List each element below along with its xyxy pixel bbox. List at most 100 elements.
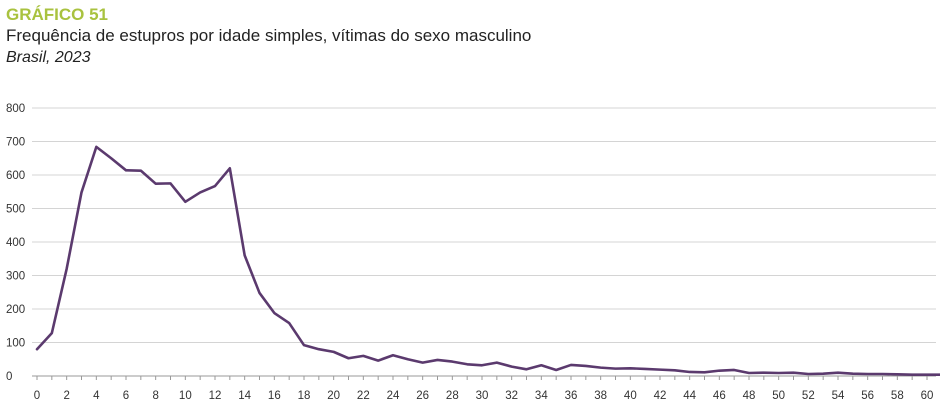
x-tick-label: 48 [743, 390, 756, 402]
data-point [392, 354, 394, 356]
x-tick-label: 2 [63, 390, 69, 402]
data-point [421, 361, 423, 363]
data-point [51, 332, 53, 334]
data-point [540, 364, 542, 366]
data-point [570, 364, 572, 366]
x-tick-label: 6 [123, 390, 129, 402]
data-point [110, 157, 112, 159]
data-point [763, 371, 765, 373]
data-point [703, 371, 705, 373]
data-point [288, 322, 290, 324]
data-point [911, 373, 913, 375]
data-point [837, 371, 839, 373]
data-point [585, 365, 587, 367]
data-point [258, 292, 260, 294]
y-tick-label: 100 [6, 338, 25, 350]
x-tick-label: 50 [772, 390, 785, 402]
y-tick-label: 400 [6, 237, 25, 249]
data-point [140, 169, 142, 171]
x-tick-label: 30 [476, 390, 489, 402]
data-point [214, 185, 216, 187]
data-point [407, 358, 409, 360]
chart-title: Frequência de estupros por idade simples… [6, 26, 532, 45]
data-point [466, 363, 468, 365]
x-tick-label: 8 [152, 390, 158, 402]
data-point [229, 167, 231, 169]
chart-header: GRÁFICO 51 Frequência de estupros por id… [6, 5, 930, 68]
data-point [125, 169, 127, 171]
data-point [199, 191, 201, 193]
data-point [896, 373, 898, 375]
x-tick-label: 24 [387, 390, 400, 402]
x-tick-label: 28 [446, 390, 459, 402]
y-tick-label: 0 [6, 371, 12, 383]
data-point [169, 182, 171, 184]
x-tick-label: 32 [505, 390, 518, 402]
x-tick-label: 54 [832, 390, 845, 402]
x-tick-label: 4 [93, 390, 100, 402]
x-tick-label: 14 [238, 390, 251, 402]
data-point [733, 369, 735, 371]
data-point [599, 366, 601, 368]
data-point [852, 372, 854, 374]
data-point [807, 373, 809, 375]
data-point [555, 369, 557, 371]
data-point [748, 372, 750, 374]
data-point [451, 360, 453, 362]
data-point [866, 373, 868, 375]
data-point [95, 146, 97, 148]
x-tick-label: 56 [861, 390, 874, 402]
y-tick-label: 200 [6, 304, 25, 316]
data-point [510, 365, 512, 367]
x-tick-label: 20 [327, 390, 340, 402]
data-point [792, 371, 794, 373]
data-point [36, 348, 38, 350]
data-point [525, 368, 527, 370]
data-point [659, 368, 661, 370]
data-point [496, 361, 498, 363]
data-point [184, 201, 186, 203]
y-tick-label: 500 [6, 204, 25, 216]
x-tick-label: 58 [891, 390, 904, 402]
x-tick-label: 12 [209, 390, 222, 402]
data-point [377, 359, 379, 361]
data-point [362, 355, 364, 357]
y-tick-label: 300 [6, 271, 25, 283]
y-tick-label: 800 [6, 103, 25, 115]
x-tick-label: 26 [416, 390, 429, 402]
y-tick-label: 600 [6, 170, 25, 182]
y-tick-label: 700 [6, 137, 25, 149]
data-point [243, 254, 245, 256]
data-point [303, 344, 305, 346]
x-tick-label: 52 [802, 390, 815, 402]
x-tick-label: 16 [268, 390, 281, 402]
x-tick-label: 38 [594, 390, 607, 402]
data-point [154, 183, 156, 185]
x-tick-label: 42 [654, 390, 667, 402]
series-line [35, 145, 940, 376]
data-point [822, 372, 824, 374]
x-tick-label: 44 [683, 390, 696, 402]
data-point [629, 367, 631, 369]
x-tick-label: 36 [565, 390, 578, 402]
data-point [777, 372, 779, 374]
x-tick-label: 34 [535, 390, 548, 402]
data-point [674, 369, 676, 371]
data-point [881, 373, 883, 375]
data-point [688, 371, 690, 373]
data-point [644, 368, 646, 370]
x-tick-label: 40 [624, 390, 637, 402]
data-point [926, 373, 928, 375]
data-point [347, 357, 349, 359]
x-tick-label: 18 [298, 390, 311, 402]
data-point [65, 268, 67, 270]
chart-subtitle: Brasil, 2023 [6, 49, 91, 66]
data-point [80, 191, 82, 193]
x-tick-label: 60 [921, 390, 934, 402]
x-tick-label: 0 [34, 390, 40, 402]
data-point [481, 364, 483, 366]
data-point [614, 367, 616, 369]
data-point [318, 348, 320, 350]
data-point [332, 351, 334, 353]
